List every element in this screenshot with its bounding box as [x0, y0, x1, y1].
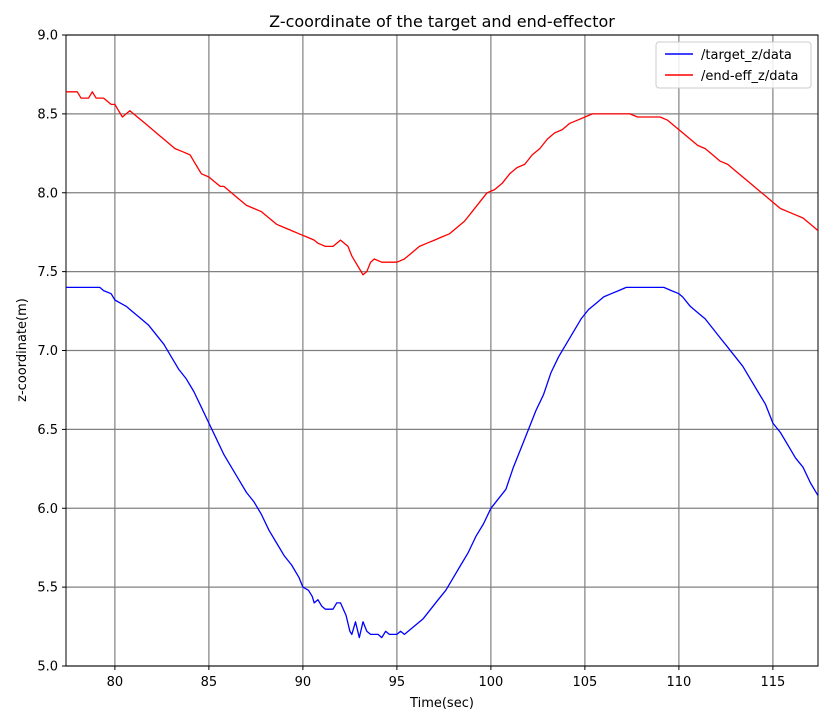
y-tick-label: 5.5 — [37, 581, 58, 596]
legend-label-target: /target_z/data — [701, 48, 792, 63]
y-tick-label: 6.5 — [37, 423, 58, 438]
x-tick-label: 115 — [760, 675, 785, 690]
legend-box — [655, 41, 812, 89]
x-tick-label: 105 — [572, 675, 597, 690]
x-tick-label: 90 — [295, 675, 312, 690]
x-axis-title: Time(sec) — [409, 696, 474, 711]
x-tick-label: 85 — [201, 675, 218, 690]
y-axis-ticks: 5.0 5.5 6.0 6.5 7.0 7.5 8.0 8.5 9.0 — [37, 29, 66, 675]
x-tick-label: 100 — [478, 675, 503, 690]
y-tick-label: 9.0 — [37, 29, 58, 44]
series-line-end-effector — [66, 91, 818, 276]
legend: /target_z/data /end-eff_z/data — [655, 41, 812, 89]
y-tick-label: 8.0 — [37, 186, 58, 201]
series-lines — [66, 91, 818, 639]
chart-title: Z-coordinate of the target and end-effec… — [269, 12, 615, 31]
x-tick-label: 95 — [389, 675, 406, 690]
series-line-target — [66, 286, 818, 639]
y-tick-label: 5.0 — [37, 660, 58, 675]
x-tick-label: 80 — [107, 675, 124, 690]
legend-label-end-effector: /end-eff_z/data — [701, 69, 799, 84]
grid-lines — [66, 34, 818, 667]
x-tick-label: 110 — [666, 675, 691, 690]
x-axis-ticks: 80 85 90 95 100 105 110 115 — [107, 666, 785, 690]
y-tick-label: 8.5 — [37, 107, 58, 122]
y-tick-label: 6.0 — [37, 502, 58, 517]
y-tick-label: 7.5 — [37, 265, 58, 280]
y-axis-title: z-coordinate(m) — [15, 298, 30, 402]
y-tick-label: 7.0 — [37, 344, 58, 359]
